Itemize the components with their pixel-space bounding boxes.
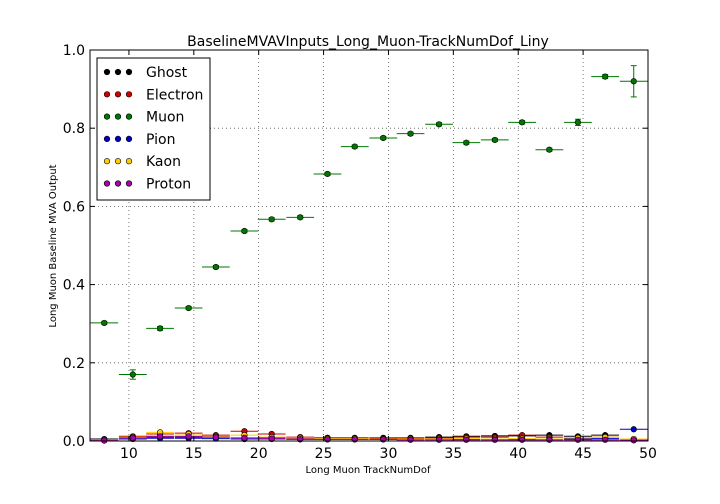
data-point: [212, 263, 219, 271]
x-tick-label: 45: [574, 446, 592, 462]
y-tick-label: 0.2: [63, 356, 85, 372]
y-tick-label: 0.0: [63, 434, 85, 450]
legend-marker: [125, 180, 133, 187]
legend-label-ghost: Ghost: [146, 65, 188, 81]
data-point: [602, 436, 609, 443]
data-point: [351, 143, 358, 150]
legend-marker: [103, 158, 111, 165]
y-tick-label: 0.4: [63, 278, 85, 294]
x-tick-label: 40: [509, 446, 527, 462]
data-point: [241, 434, 248, 441]
data-point: [630, 426, 637, 433]
data-point: [156, 433, 164, 440]
legend-marker: [114, 135, 122, 142]
plot-frame: [89, 49, 649, 442]
data-point: [324, 170, 331, 178]
data-point: [602, 73, 609, 80]
x-tick-label: 35: [444, 446, 462, 462]
data-point: [268, 216, 275, 223]
axis-ticks: 10 15 20 25 30 35 40 45 50 0.0 0.2 0.4 0.6 0.8 1.0: [63, 43, 657, 462]
x-tick-label: 50: [639, 446, 657, 462]
data-point: [185, 304, 192, 312]
data-point: [519, 119, 526, 126]
data-point: [407, 130, 414, 137]
chart-title: BaselineMVAVInputs_Long_Muon-TrackNumDof…: [187, 34, 549, 50]
y-tick-label: 0.8: [63, 121, 85, 137]
data-point: [435, 121, 443, 128]
legend: Ghost Electron Muon Pion Kaon Proton: [96, 57, 211, 201]
data-point: [297, 214, 304, 221]
data-point: [101, 319, 108, 327]
legend-marker: [103, 68, 111, 76]
legend-label-muon: Muon: [146, 110, 184, 126]
legend-marker: [114, 68, 122, 76]
x-tick-label: 10: [120, 446, 138, 462]
data-point: [212, 433, 219, 441]
data-point: [574, 119, 582, 126]
data-point: [546, 146, 553, 153]
data-point: [630, 437, 637, 444]
data-point: [491, 436, 498, 443]
data-series: [90, 65, 648, 444]
legend-marker: [114, 180, 122, 187]
x-tick-label: 15: [185, 446, 203, 462]
data-point: [435, 436, 443, 443]
legend-box: [96, 57, 211, 201]
data-point: [297, 435, 304, 443]
data-point: [491, 136, 498, 144]
legend-marker: [125, 113, 133, 120]
y-tick-label: 0.6: [63, 199, 85, 215]
data-point: [129, 434, 136, 441]
y-axis-label: Long Muon Baseline MVA Output: [48, 164, 59, 327]
legend-marker: [125, 158, 133, 165]
data-point: [156, 325, 164, 332]
x-tick-label: 20: [250, 446, 268, 462]
y-tick-label: 1.0: [63, 43, 85, 59]
data-point: [185, 433, 192, 440]
x-axis-label: Long Muon TrackNumDof: [305, 465, 431, 476]
data-point: [630, 78, 637, 85]
legend-label-proton: Proton: [146, 177, 191, 193]
legend-marker: [125, 68, 133, 76]
data-point: [574, 436, 582, 443]
legend-marker: [103, 113, 111, 120]
x-tick-label: 30: [380, 446, 398, 462]
legend-label-kaon: Kaon: [146, 154, 181, 170]
data-point: [463, 139, 470, 146]
legend-marker: [125, 91, 133, 98]
series-muon: [90, 65, 648, 380]
legend-marker: [103, 180, 111, 187]
legend-marker: [125, 135, 133, 142]
legend-marker: [114, 158, 122, 165]
legend-marker: [114, 91, 122, 98]
legend-marker: [103, 135, 111, 142]
x-tick-label: 25: [315, 446, 333, 462]
legend-marker: [103, 91, 111, 98]
data-point: [129, 371, 136, 378]
legend-label-electron: Electron: [146, 87, 203, 103]
data-point: [380, 134, 387, 142]
legend-marker: [114, 113, 122, 120]
data-point: [463, 436, 470, 443]
data-point: [546, 436, 553, 443]
data-point: [241, 227, 248, 235]
data-point: [407, 436, 414, 443]
legend-label-pion: Pion: [146, 132, 175, 148]
data-point: [519, 436, 526, 443]
